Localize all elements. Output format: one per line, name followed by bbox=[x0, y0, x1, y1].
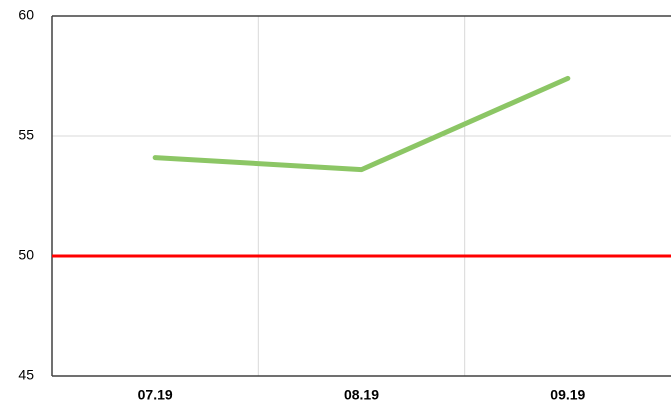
y-tick-label: 60 bbox=[18, 7, 34, 23]
y-tick-label: 45 bbox=[18, 367, 34, 383]
x-tick-label: 08.19 bbox=[344, 387, 379, 403]
y-tick-label: 50 bbox=[18, 247, 34, 263]
x-tick-label: 07.19 bbox=[138, 387, 173, 403]
x-tick-label: 09.19 bbox=[550, 387, 585, 403]
line-series bbox=[152, 75, 571, 173]
y-tick-label: 55 bbox=[18, 127, 34, 143]
